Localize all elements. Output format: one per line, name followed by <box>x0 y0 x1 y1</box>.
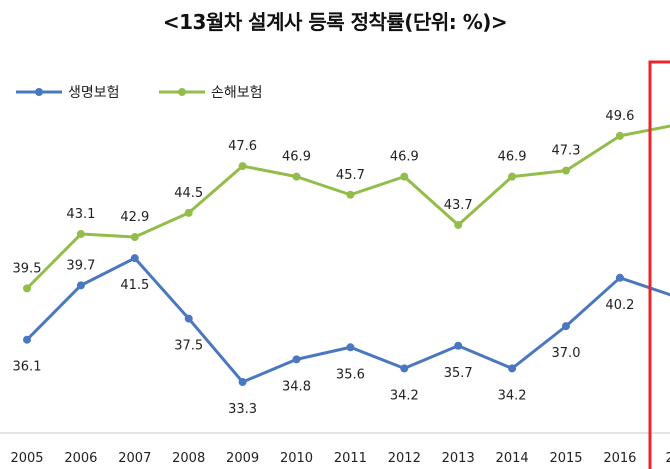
data-point <box>238 378 247 386</box>
data-label: 33.3 <box>228 402 257 417</box>
data-point <box>130 254 139 263</box>
data-point <box>562 322 570 331</box>
data-label: 45.7 <box>336 168 365 183</box>
data-label: 47.6 <box>228 139 257 154</box>
legend-marker <box>178 88 186 96</box>
x-tick-label: 2011 <box>334 451 367 466</box>
data-label: 47.3 <box>552 144 581 159</box>
data-label: 43.1 <box>66 207 95 222</box>
data-label: 36.1 <box>13 360 42 375</box>
data-point <box>454 341 463 350</box>
data-label: 46.9 <box>390 150 419 165</box>
data-point <box>562 166 570 175</box>
data-label: 34.2 <box>390 388 419 403</box>
data-label: 39.5 <box>13 261 42 276</box>
data-label: 34.2 <box>498 388 527 403</box>
data-point <box>23 335 31 344</box>
highlight-box <box>648 60 670 469</box>
x-tick-label: 2008 <box>172 451 205 466</box>
data-label: 49.6 <box>605 109 634 124</box>
data-point <box>508 172 517 181</box>
data-label: 39.7 <box>66 258 95 273</box>
data-point <box>292 355 301 364</box>
data-point <box>615 131 624 140</box>
chart-title: <13월차 설계사 등록 정착률(단위: %)> <box>162 10 508 34</box>
data-label: 46.9 <box>498 150 527 165</box>
data-point <box>400 172 409 181</box>
x-tick-label: 2006 <box>64 451 97 466</box>
series-line-1 <box>25 256 670 384</box>
x-tick-label: 20 <box>666 451 670 466</box>
data-point <box>238 162 247 171</box>
x-tick-label: 2010 <box>280 451 313 466</box>
x-tick-label: 2016 <box>603 451 636 466</box>
data-point <box>615 273 624 282</box>
data-label: 35.6 <box>336 367 365 382</box>
data-point <box>130 233 139 242</box>
data-label: 46.9 <box>282 150 311 165</box>
data-point <box>454 220 463 229</box>
x-tick-label: 2012 <box>388 451 421 466</box>
data-label: 43.7 <box>444 198 473 213</box>
data-point <box>346 190 355 199</box>
data-label: 40.2 <box>605 298 634 313</box>
data-point <box>76 230 85 239</box>
x-tick-label: 2007 <box>118 451 151 466</box>
x-tick-label: 2014 <box>496 451 529 466</box>
data-label: 37.0 <box>552 346 581 361</box>
x-tick-label: 2005 <box>10 451 43 466</box>
data-label: 35.7 <box>444 366 473 381</box>
data-point <box>184 208 193 217</box>
legend-label: 손해보험 <box>211 85 263 101</box>
data-point <box>76 281 85 290</box>
data-point <box>23 284 31 293</box>
data-label: 34.8 <box>282 379 311 394</box>
data-point <box>292 172 301 181</box>
data-label: 44.5 <box>174 186 203 201</box>
x-tick-label: 2015 <box>549 451 582 466</box>
data-point <box>400 364 409 373</box>
data-point <box>346 343 355 352</box>
data-point <box>508 364 517 373</box>
data-label: 41.5 <box>120 278 149 293</box>
data-label: 42.9 <box>120 210 149 225</box>
legend-label: 생명보험 <box>68 85 120 101</box>
legend-marker <box>35 88 43 96</box>
data-label: 37.5 <box>174 339 203 354</box>
data-point <box>184 314 193 323</box>
x-tick-label: 2009 <box>226 451 259 466</box>
x-tick-label: 2013 <box>442 451 475 466</box>
